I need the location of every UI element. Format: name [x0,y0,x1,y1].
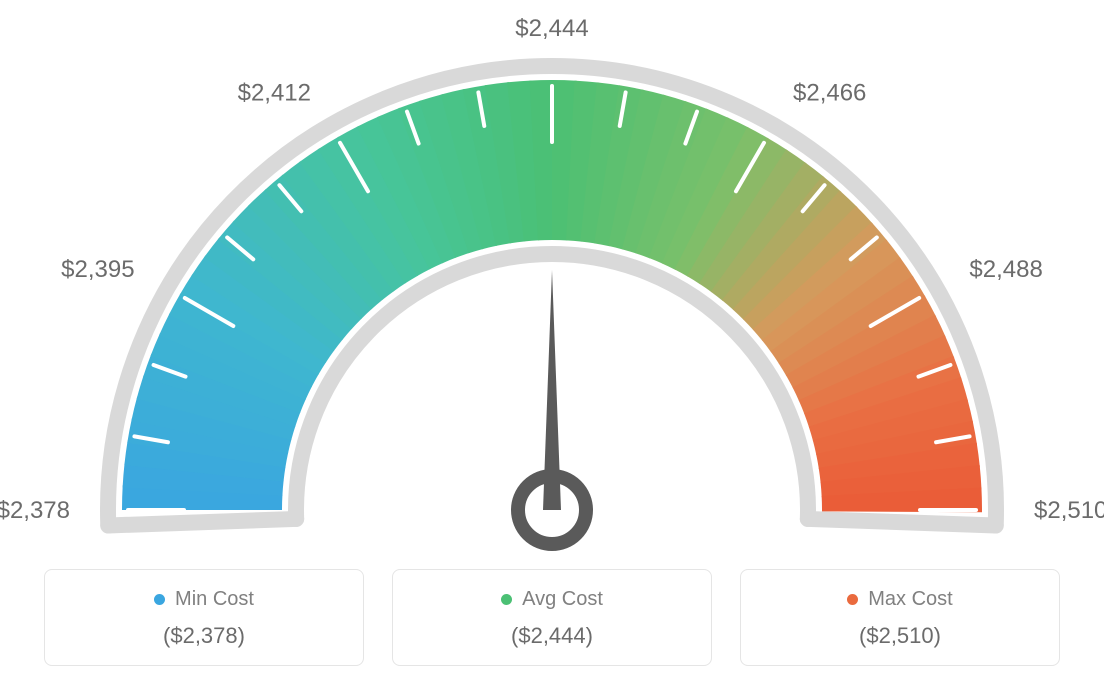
avg-cost-card: Avg Cost ($2,444) [392,569,712,666]
max-cost-label: Max Cost [868,588,952,611]
max-card-header: Max Cost [751,588,1049,611]
min-cost-label: Min Cost [175,588,254,611]
min-cost-value: ($2,378) [55,623,353,649]
min-dot-icon [154,594,165,605]
gauge-chart: $2,378 $2,395 $2,412 $2,444 $2,466 $2,488 $2,5… [0,0,1104,560]
gauge-tick-label: $2,466 [793,80,866,107]
gauge-tick-label: $2,510 [1034,497,1104,524]
max-cost-value: ($2,510) [751,623,1049,649]
gauge-tick-label: $2,488 [969,256,1042,283]
avg-card-header: Avg Cost [403,588,701,611]
min-cost-card: Min Cost ($2,378) [44,569,364,666]
max-dot-icon [847,594,858,605]
max-cost-card: Max Cost ($2,510) [740,569,1060,666]
gauge-tick-label: $2,444 [515,15,588,42]
avg-cost-label: Avg Cost [522,588,603,611]
min-card-header: Min Cost [55,588,353,611]
summary-cards: Min Cost ($2,378) Avg Cost ($2,444) Max … [44,569,1060,666]
avg-cost-value: ($2,444) [403,623,701,649]
avg-dot-icon [501,594,512,605]
gauge-tick-label: $2,412 [238,80,311,107]
gauge-svg: $2,378 $2,395 $2,412 $2,444 $2,466 $2,488 $2,5… [0,0,1104,560]
gauge-tick-label: $2,378 [0,497,70,524]
gauge-tick-label: $2,395 [61,256,134,283]
